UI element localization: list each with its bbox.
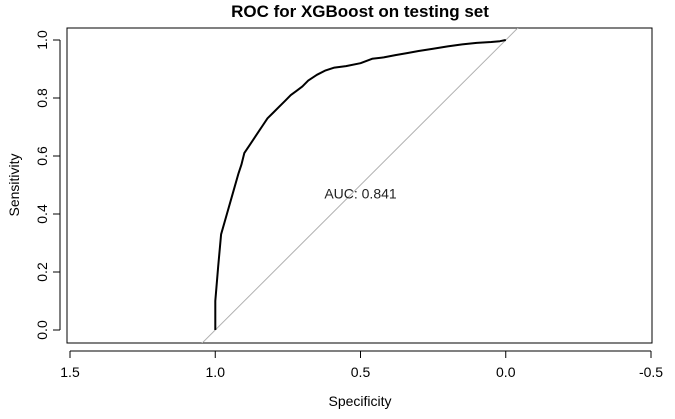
x-tick-label: 0.5 [351, 364, 371, 380]
x-tick-label: 1.0 [206, 364, 226, 380]
y-tick-label: 1.0 [34, 30, 50, 50]
plot-frame [66, 27, 653, 344]
y-tick-label: 0.8 [34, 88, 50, 108]
y-axis-title: Sensitivity [6, 153, 22, 216]
x-tick-label: 1.5 [60, 364, 80, 380]
auc-annotation: AUC: 0.841 [324, 186, 397, 202]
x-axis: 1.5 1.0 0.5 0.0 -0.5 [60, 350, 663, 380]
y-tick-label: 0.4 [34, 204, 50, 224]
roc-curve [214, 39, 506, 330]
series-layer [201, 28, 519, 343]
y-tick-label: 0.0 [34, 320, 50, 340]
x-axis-title: Specificity [328, 393, 391, 409]
y-axis: 0.0 0.2 0.4 0.6 0.8 1.0 [34, 30, 61, 340]
chance-diagonal [201, 28, 519, 343]
x-tick-label: 0.0 [496, 364, 516, 380]
chart-title: ROC for XGBoost on testing set [231, 2, 489, 21]
y-tick-label: 0.2 [34, 262, 50, 282]
y-tick-label: 0.6 [34, 146, 50, 166]
x-tick-label: -0.5 [639, 364, 663, 380]
